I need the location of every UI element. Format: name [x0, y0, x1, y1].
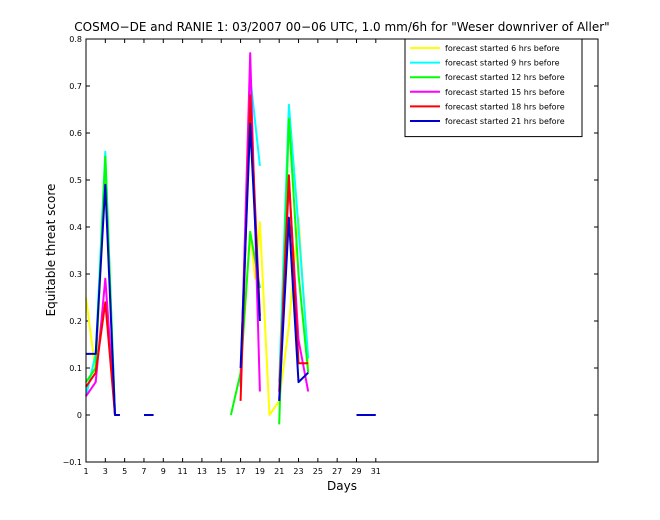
legend-entry: forecast started 21 hrs before	[445, 117, 565, 126]
x-tick-label: 23	[293, 467, 303, 476]
chart-title: COSMO−DE and RANIE 1: 03/2007 00−06 UTC,…	[74, 20, 609, 34]
x-tick-label: 1	[83, 467, 88, 476]
x-tick-label: 11	[178, 467, 188, 476]
x-tick-label: 21	[274, 467, 284, 476]
x-tick-label: 9	[161, 467, 166, 476]
series-line-5	[278, 174, 309, 392]
series-line-6	[278, 216, 309, 401]
x-tick-label: 3	[103, 467, 108, 476]
legend: forecast started 6 hrs before forecast st…	[404, 38, 583, 138]
y-tick-label: 0.6	[69, 129, 82, 138]
x-axis-label: Days	[327, 479, 357, 493]
series-line-1	[239, 216, 310, 416]
y-tick-label: 0.3	[69, 270, 82, 279]
x-tick-label: 19	[255, 467, 265, 476]
plot-frame	[85, 38, 599, 463]
y-tick-label: 0.8	[69, 35, 82, 44]
y-tick-label: 0.7	[69, 82, 82, 91]
y-tick-label: 0.1	[69, 364, 82, 373]
x-tick-label: 17	[235, 467, 245, 476]
x-tick-label: 15	[216, 467, 226, 476]
series-lines	[85, 52, 376, 425]
legend-entry: forecast started 9 hrs before	[445, 59, 560, 68]
x-tick-label: 27	[332, 467, 342, 476]
y-axis-label: Equitable threat score	[44, 184, 58, 317]
y-tick-label: 0.5	[69, 176, 82, 185]
x-tick-label: 5	[122, 467, 127, 476]
x-tick-label: 7	[141, 467, 146, 476]
legend-entry: forecast started 6 hrs before	[445, 44, 560, 53]
x-tick-label: 13	[197, 467, 207, 476]
y-tick-label: 0	[77, 411, 82, 420]
legend-entry: forecast started 15 hrs before	[445, 88, 565, 97]
series-line-6	[86, 183, 120, 416]
y-tick-label: 0.4	[69, 223, 82, 232]
x-tick-label: 31	[371, 467, 381, 476]
legend-entry: forecast started 12 hrs before	[445, 73, 565, 82]
y-tick-label: −0.1	[63, 458, 82, 467]
series-line-6	[239, 122, 261, 369]
axis-ticks: 1 3 5 7 9 11 13 15 17 19 21 23 25 27 29 31−0.100.10.20.…	[63, 35, 598, 476]
y-tick-label: 0.2	[69, 317, 82, 326]
series-line-3	[229, 230, 261, 416]
x-tick-label: 29	[351, 467, 361, 476]
x-tick-label: 25	[313, 467, 323, 476]
legend-entry: forecast started 18 hrs before	[445, 102, 565, 111]
